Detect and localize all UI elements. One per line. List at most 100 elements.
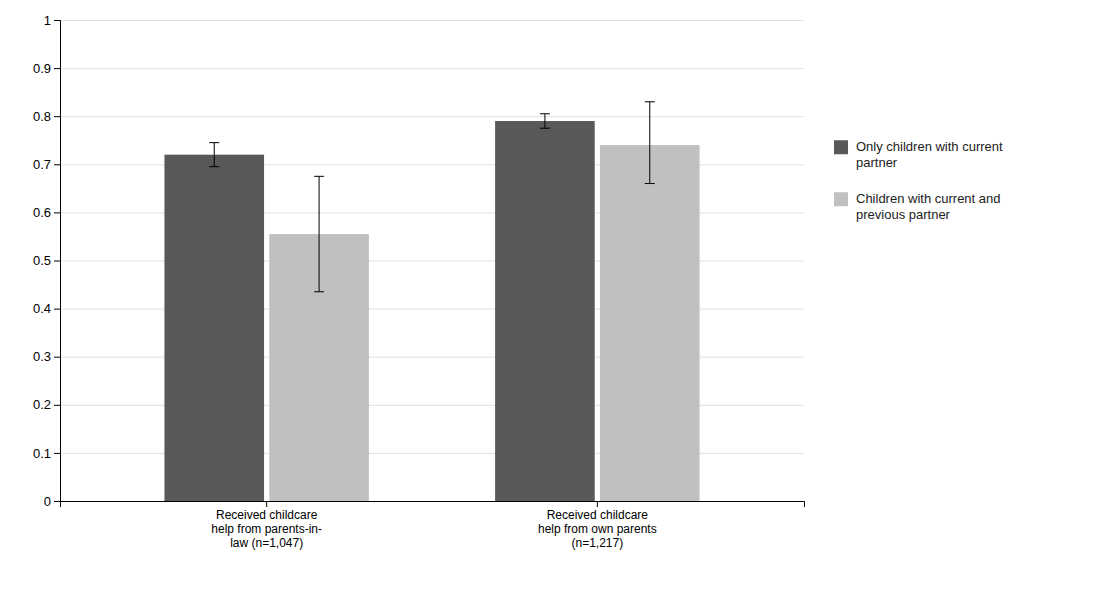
legend-label-line: Children with current and	[856, 191, 1001, 206]
y-tick-mark	[54, 164, 60, 165]
error-bar-up	[209, 143, 219, 155]
error-line	[544, 114, 545, 121]
error-bar-up	[540, 114, 550, 121]
error-line	[544, 121, 545, 128]
error-bar-down	[645, 145, 655, 183]
x-tick-label-line: law (n=1,047)	[230, 536, 303, 550]
marks	[164, 102, 699, 501]
x-tick: Received childcarehelp from own parents(…	[538, 501, 657, 550]
legend-swatch	[834, 140, 848, 154]
legend-label: Children with current andprevious partne…	[856, 191, 1001, 222]
y-tick-mark	[54, 501, 60, 502]
grid-line	[60, 116, 804, 117]
error-cap	[645, 183, 655, 184]
grid-tick	[60, 68, 804, 69]
y-tick-label: 0.2	[33, 397, 51, 412]
error-line	[319, 234, 320, 292]
x-tick-label-line: Received childcare	[216, 508, 318, 522]
y-tick: 0.8	[33, 109, 60, 124]
error-line	[214, 143, 215, 155]
y-tick-label: 0.4	[33, 301, 51, 316]
error-line	[319, 176, 320, 234]
bar	[269, 234, 369, 501]
x-tick-label: Received childcarehelp from parents-in-l…	[211, 508, 322, 551]
error-cap	[314, 176, 324, 177]
y-tick: 0.7	[33, 157, 60, 172]
y-tick-mark	[54, 261, 60, 262]
y-tick-label: 0.5	[33, 253, 51, 268]
y-tick: 0.1	[33, 446, 60, 461]
y-tick: 0.5	[33, 253, 60, 268]
grid-tick	[60, 20, 804, 21]
legend: Only children with currentpartner Childre…	[834, 139, 1003, 222]
error-line	[649, 145, 650, 183]
x-tick-label-line: help from parents-in-	[211, 522, 322, 536]
x-tick: Received childcarehelp from parents-in-l…	[211, 501, 322, 550]
legend-label: Only children with currentpartner	[856, 139, 1003, 170]
x-tick-mark	[266, 501, 267, 507]
grid-line	[60, 20, 804, 21]
error-cap	[209, 142, 219, 143]
y-tick-mark	[54, 309, 60, 310]
y-tick-mark	[54, 405, 60, 406]
y-tick: 0.9	[33, 61, 60, 76]
y-tick: 0.4	[33, 301, 60, 316]
y-tick-label: 0.3	[33, 349, 51, 364]
error-bar-down	[540, 121, 550, 128]
legend-label-line: partner	[856, 155, 898, 170]
bar	[164, 155, 264, 501]
error-bar-up	[314, 176, 324, 234]
y-axis-line	[54, 21, 61, 502]
x-axis-line	[61, 502, 805, 508]
y-tick-mark	[54, 68, 60, 69]
error-cap	[209, 166, 219, 167]
y-tick: 0	[44, 494, 60, 509]
y-tick-label: 0.6	[33, 205, 51, 220]
y-tick: 1	[44, 13, 60, 28]
legend-label-line: previous partner	[856, 207, 951, 222]
grid-line	[60, 68, 804, 69]
y-tick-mark	[54, 212, 60, 213]
error-cap	[314, 291, 324, 292]
y-tick: 0.6	[33, 205, 60, 220]
y-tick-label: 0.8	[33, 109, 51, 124]
x-tick-label-line: Received childcare	[547, 508, 649, 522]
y-tick: 0.3	[33, 349, 60, 364]
bar	[495, 121, 595, 501]
x-tick-label-line: (n=1,217)	[571, 536, 623, 550]
y-tick-label: 0.7	[33, 157, 51, 172]
y-tick-label: 0	[44, 494, 51, 509]
y-axis: 0 0.1 0.2 0.3 0.4 0.5 0.6 0.7 0.8 0.9 1	[33, 13, 61, 509]
x-tick-label: Received childcarehelp from own parents(…	[538, 508, 657, 551]
y-tick-label: 0.1	[33, 446, 51, 461]
error-bar-down	[209, 155, 219, 167]
y-tick-label: 0.9	[33, 61, 51, 76]
x-tick-label-line: help from own parents	[538, 522, 657, 536]
x-axis: Received childcarehelp from parents-in-l…	[61, 501, 805, 550]
y-tick-mark	[54, 453, 60, 454]
series	[164, 114, 594, 501]
y-tick: 0.2	[33, 397, 60, 412]
legend-item: Children with current andprevious partne…	[834, 191, 1001, 222]
error-cap	[540, 128, 550, 129]
chart: 0 0.1 0.2 0.3 0.4 0.5 0.6 0.7 0.8 0.9 1 Received ch…	[0, 0, 1104, 591]
bar	[600, 145, 700, 501]
series	[269, 102, 699, 501]
legend-swatch	[834, 192, 848, 206]
error-cap	[645, 101, 655, 102]
grid-tick	[60, 116, 804, 117]
error-bar-down	[314, 234, 324, 292]
error-bar-up	[645, 102, 655, 145]
x-tick-mark	[597, 501, 598, 507]
plot: 0 0.1 0.2 0.3 0.4 0.5 0.6 0.7 0.8 0.9 1 Received ch…	[33, 13, 805, 551]
grid	[60, 21, 804, 502]
error-cap	[540, 113, 550, 114]
error-line	[214, 155, 215, 167]
legend-label-line: Only children with current	[856, 139, 1003, 154]
legend-item: Only children with currentpartner	[834, 139, 1003, 170]
y-tick-mark	[54, 20, 60, 21]
y-tick-label: 1	[44, 13, 51, 28]
y-tick-mark	[54, 116, 60, 117]
y-tick-mark	[54, 357, 60, 358]
error-line	[649, 102, 650, 145]
